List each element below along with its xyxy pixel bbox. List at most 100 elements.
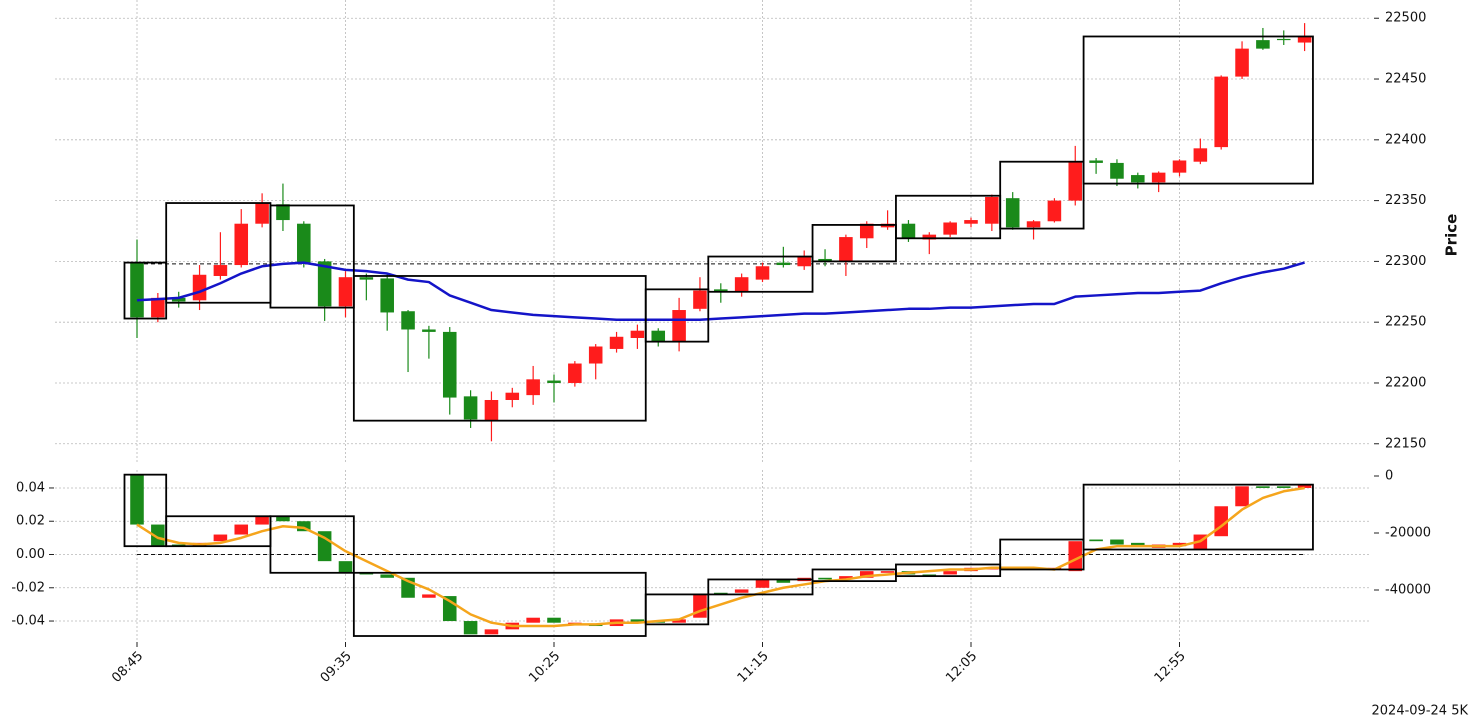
y-tick-label: 22350 (1385, 193, 1426, 208)
candle-body (964, 220, 978, 224)
candle-body (1068, 161, 1083, 201)
candle-body (1005, 198, 1020, 228)
candle-body (1235, 486, 1249, 507)
candle-body (234, 524, 249, 535)
candle-body (651, 330, 666, 342)
candle-body (1026, 221, 1041, 228)
candle-body (818, 577, 832, 580)
candle-body (755, 579, 770, 588)
candle-body (755, 266, 770, 280)
x-tick-label: 08:45 (109, 649, 146, 686)
candle-body (255, 203, 269, 224)
x-tick-label: 11:15 (735, 649, 772, 686)
candle-body (422, 594, 436, 598)
candle-body (276, 516, 290, 522)
range-box (707, 578, 814, 596)
candle-body (1172, 160, 1187, 173)
candle-body (1110, 539, 1124, 545)
x-tick-label: 12:55 (1152, 649, 1189, 686)
y2-tick-label: -20000 (1385, 525, 1431, 540)
range-box (269, 515, 355, 574)
x-tick-label: 09:35 (318, 649, 355, 686)
x-tick-label: 10:25 (526, 649, 563, 686)
range-box (707, 255, 814, 293)
candle-body (693, 290, 707, 309)
candle-body (1276, 486, 1291, 488)
candle-body (547, 380, 561, 383)
candle-body (255, 516, 269, 525)
candle-body (1131, 175, 1145, 183)
candle-body (422, 329, 436, 332)
candle-body (776, 262, 791, 266)
candle-body (901, 223, 916, 239)
y-tick-label: 22500 (1385, 11, 1426, 26)
candle-body (943, 571, 957, 575)
y2-tick-label: 0 (1385, 468, 1393, 483)
candle-body (672, 310, 686, 342)
range-box (644, 288, 710, 343)
range-box (352, 571, 647, 637)
y-tick-label: 0.04 (16, 480, 45, 495)
range-box (999, 160, 1085, 230)
candle-body (609, 336, 624, 349)
candle-body (151, 524, 165, 547)
candle-body (484, 399, 499, 421)
candle-body (1235, 48, 1249, 77)
range-box (165, 202, 272, 304)
candle-body (630, 330, 645, 338)
y-tick-label: -0.04 (11, 614, 45, 629)
range-box (999, 538, 1085, 571)
candle-body (547, 617, 561, 623)
candle-body (213, 534, 228, 542)
candle-body (463, 396, 478, 420)
candle-body (171, 297, 186, 302)
candle-body (1193, 148, 1208, 162)
y2-tick-label: -40000 (1385, 582, 1431, 597)
candle-body (1172, 542, 1187, 547)
candle-body (338, 561, 353, 573)
candle-body (1047, 200, 1062, 222)
candle-body (839, 576, 853, 580)
candle-body (734, 277, 749, 292)
candle-body (401, 311, 415, 330)
candle-body (1297, 36, 1312, 43)
candle-body (776, 579, 791, 583)
candle-body (630, 619, 645, 623)
y-tick-label: 22300 (1385, 254, 1426, 269)
candle-body (151, 297, 165, 318)
candle-body (588, 346, 603, 364)
candle-body (985, 196, 999, 224)
indicator-line (136, 261, 1305, 322)
range-box (352, 275, 647, 422)
candle-body (213, 265, 228, 276)
candle-body (1297, 484, 1312, 488)
candle-body (130, 262, 144, 318)
candle-body (442, 331, 457, 398)
range-box (1082, 483, 1314, 551)
range-box (811, 224, 897, 263)
candle-body (505, 392, 520, 400)
range-box (1082, 35, 1314, 185)
y-tick-label: 22150 (1385, 436, 1426, 451)
candle-body (714, 289, 728, 292)
candle-body (297, 223, 311, 263)
candle-body (192, 274, 207, 301)
candle-body (922, 234, 937, 240)
range-box (165, 515, 272, 548)
range-box (269, 204, 355, 309)
candle-body (234, 223, 249, 266)
candle-body (734, 589, 749, 593)
candle-body (1276, 38, 1291, 41)
range-box (123, 473, 168, 548)
candle-body (359, 277, 374, 280)
candle-body (276, 204, 290, 221)
range-box (644, 593, 710, 626)
y-tick-label: 22250 (1385, 315, 1426, 330)
footer-note: 2024-09-24 5K (1372, 704, 1469, 719)
candle-body (1151, 172, 1166, 183)
y-tick-label: 22450 (1385, 72, 1426, 87)
candle-body (297, 521, 311, 532)
y-tick-label: -0.02 (11, 580, 45, 595)
candle-body (380, 278, 394, 313)
